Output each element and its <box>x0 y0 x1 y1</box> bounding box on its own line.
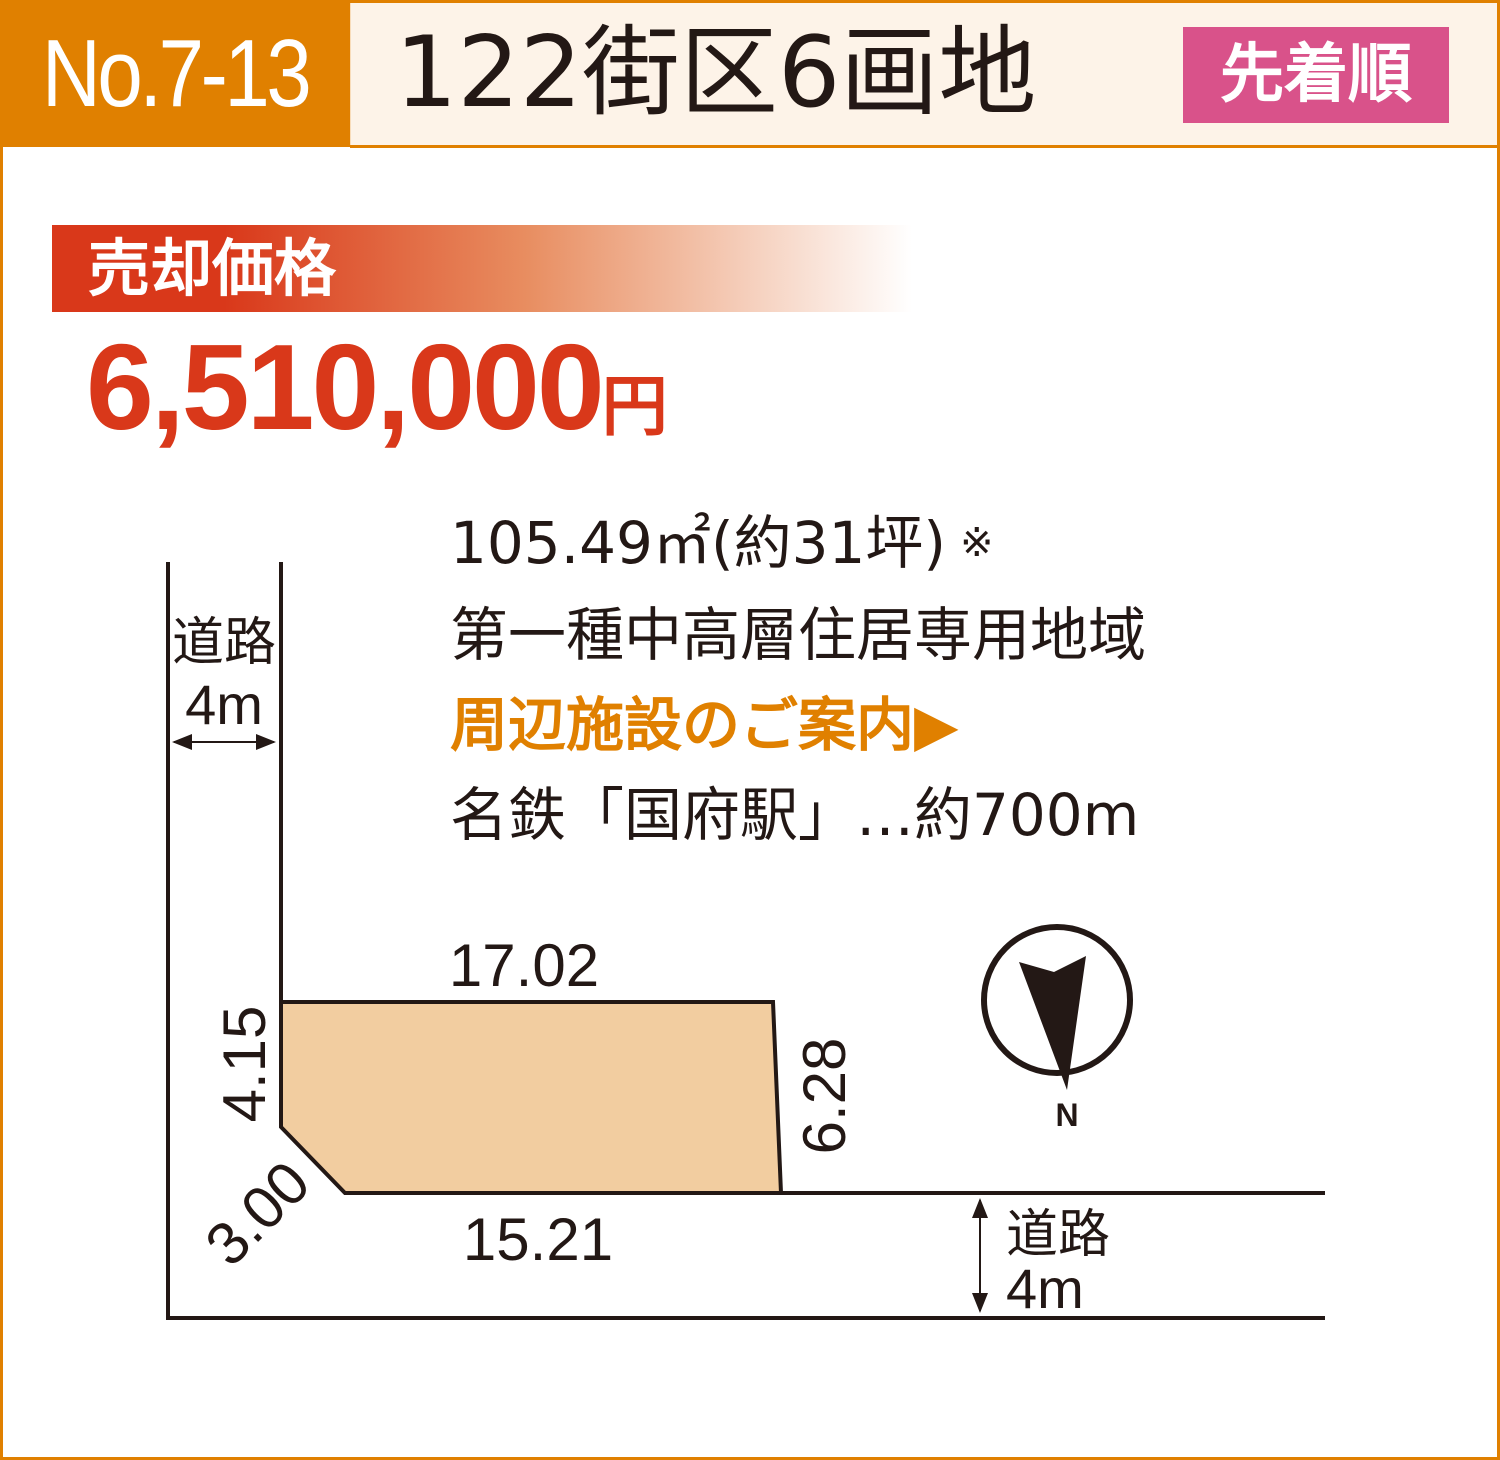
facilities-link[interactable]: 周辺施設のご案内▶ <box>450 691 959 759</box>
price-amount: 6,510,000 <box>86 319 605 455</box>
edge-corner-length: 3.00 <box>193 1149 323 1279</box>
lot-shape <box>279 1000 784 1195</box>
price: 6,510,000円 <box>86 322 668 490</box>
road-bottom-width: 4m <box>1006 1257 1084 1320</box>
lot-number: No.7-13 <box>0 0 351 147</box>
price-label: 売却価格 <box>88 232 337 305</box>
area-text: 105.49㎡(約31坪) <box>450 509 947 577</box>
edge-right-length: 6.28 <box>791 1038 858 1155</box>
note-mark: ※ <box>960 520 994 566</box>
lot-title: 122街区6画地 <box>395 16 1037 130</box>
price-label-band <box>52 225 912 312</box>
edge-top-length: 17.02 <box>449 932 599 999</box>
zoning-info: 第一種中高層住居専用地域 <box>450 601 1147 669</box>
road-left-label: 道路 <box>172 614 276 672</box>
north-compass-icon: N <box>981 924 1133 1133</box>
road-bottom-label: 道路 <box>1006 1206 1110 1264</box>
station-info: 名鉄「国府駅」…約700m <box>450 781 1140 849</box>
area-info: 105.49㎡(約31坪) ※ <box>450 508 994 578</box>
road-left-width: 4m <box>185 673 263 736</box>
north-label: N <box>1055 1097 1078 1133</box>
first-come-badge: 先着順 <box>1183 27 1449 123</box>
price-unit: 円 <box>601 369 668 443</box>
edge-bottom-length: 15.21 <box>463 1206 613 1273</box>
edge-left-length: 4.15 <box>211 1006 278 1123</box>
